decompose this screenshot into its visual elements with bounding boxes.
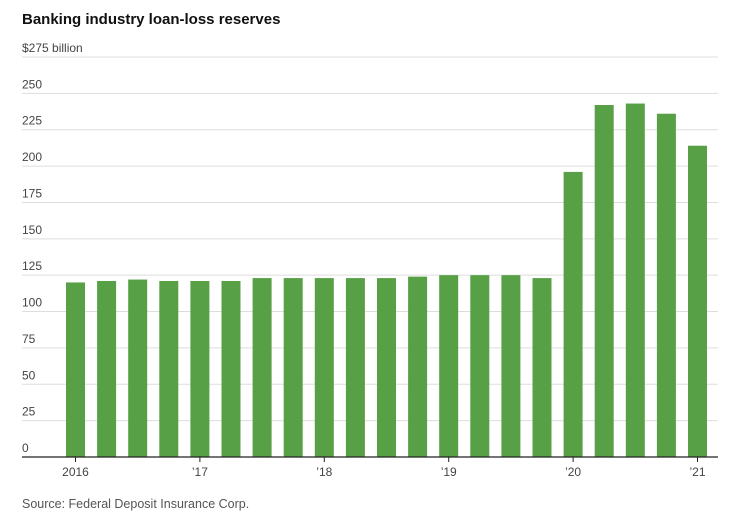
bar: 2018 Q3: 123 — [377, 278, 396, 457]
bar: 2018 Q1: 123 — [314, 278, 334, 457]
bar: 2020 Q2: 242 — [594, 105, 614, 457]
bars: 2016 Q1: 120 2016 Q2: 121 2016 Q3: 122 2016… — [66, 103, 707, 458]
y-tick-label: 50 — [22, 368, 36, 382]
bar: 2020 Q1: 196 — [563, 171, 583, 457]
source-note: Source: Federal Deposit Insurance Corp. — [22, 497, 250, 511]
y-tick-label: 125 — [22, 259, 42, 273]
bar: 2019 Q3: 125 — [501, 275, 521, 457]
x-axis-ticks: 2016 ’17 ’18 ’19 ’20 ’21 — [62, 457, 706, 479]
bar: 2019 Q2: 125 — [470, 275, 490, 457]
bar: 2016 Q1: 120 — [66, 282, 85, 457]
y-tick-label: 100 — [22, 296, 42, 310]
bar: 2017 Q3: 123 — [252, 278, 272, 457]
y-tick-label: 225 — [22, 114, 42, 128]
y-axis-ticks: 0 25 50 75 100 125 150 175 200 225 250 $275 billion — [22, 41, 83, 455]
y-tick-label: 25 — [22, 405, 36, 419]
chart-title: Banking industry loan-loss reserves — [22, 11, 281, 28]
bar: 2017 Q4: 123 — [283, 278, 303, 457]
bar: 2019 Q4: 123 — [532, 278, 552, 457]
bar: 2017 Q2: 121 — [221, 281, 241, 457]
y-tick-label: 0 — [22, 441, 29, 455]
x-tick-label: ’18 — [316, 465, 332, 479]
bar: 2016 Q4: 121 — [159, 281, 179, 457]
x-tick-label: ’21 — [689, 465, 705, 479]
bar: 2018 Q4: 124 — [408, 276, 428, 457]
x-tick-label: 2016 — [62, 465, 89, 479]
x-tick-label: ’17 — [192, 465, 208, 479]
y-tick-label: 200 — [22, 150, 42, 164]
bar: 2020 Q4: 236 — [656, 113, 676, 458]
bar: 2018 Q2: 123 — [345, 278, 365, 457]
y-tick-label: 250 — [22, 77, 42, 91]
y-tick-label: 150 — [22, 223, 42, 237]
x-tick-label: ’20 — [565, 465, 581, 479]
y-tick-label: $275 billion — [22, 41, 83, 55]
y-tick-label: 175 — [22, 186, 42, 200]
x-tick-label: ’19 — [441, 465, 457, 479]
bar: 2017 Q1: 121 — [190, 281, 210, 457]
bar: 2020 Q3: 243 — [625, 103, 645, 457]
bar: 2019 Q1: 125 — [439, 275, 459, 457]
bar: 2016 Q3: 122 — [128, 279, 148, 457]
y-tick-label: 75 — [22, 332, 36, 346]
bar: 2016 Q2: 121 — [97, 281, 117, 457]
bar: 2021 Q1: 214 — [688, 145, 707, 457]
